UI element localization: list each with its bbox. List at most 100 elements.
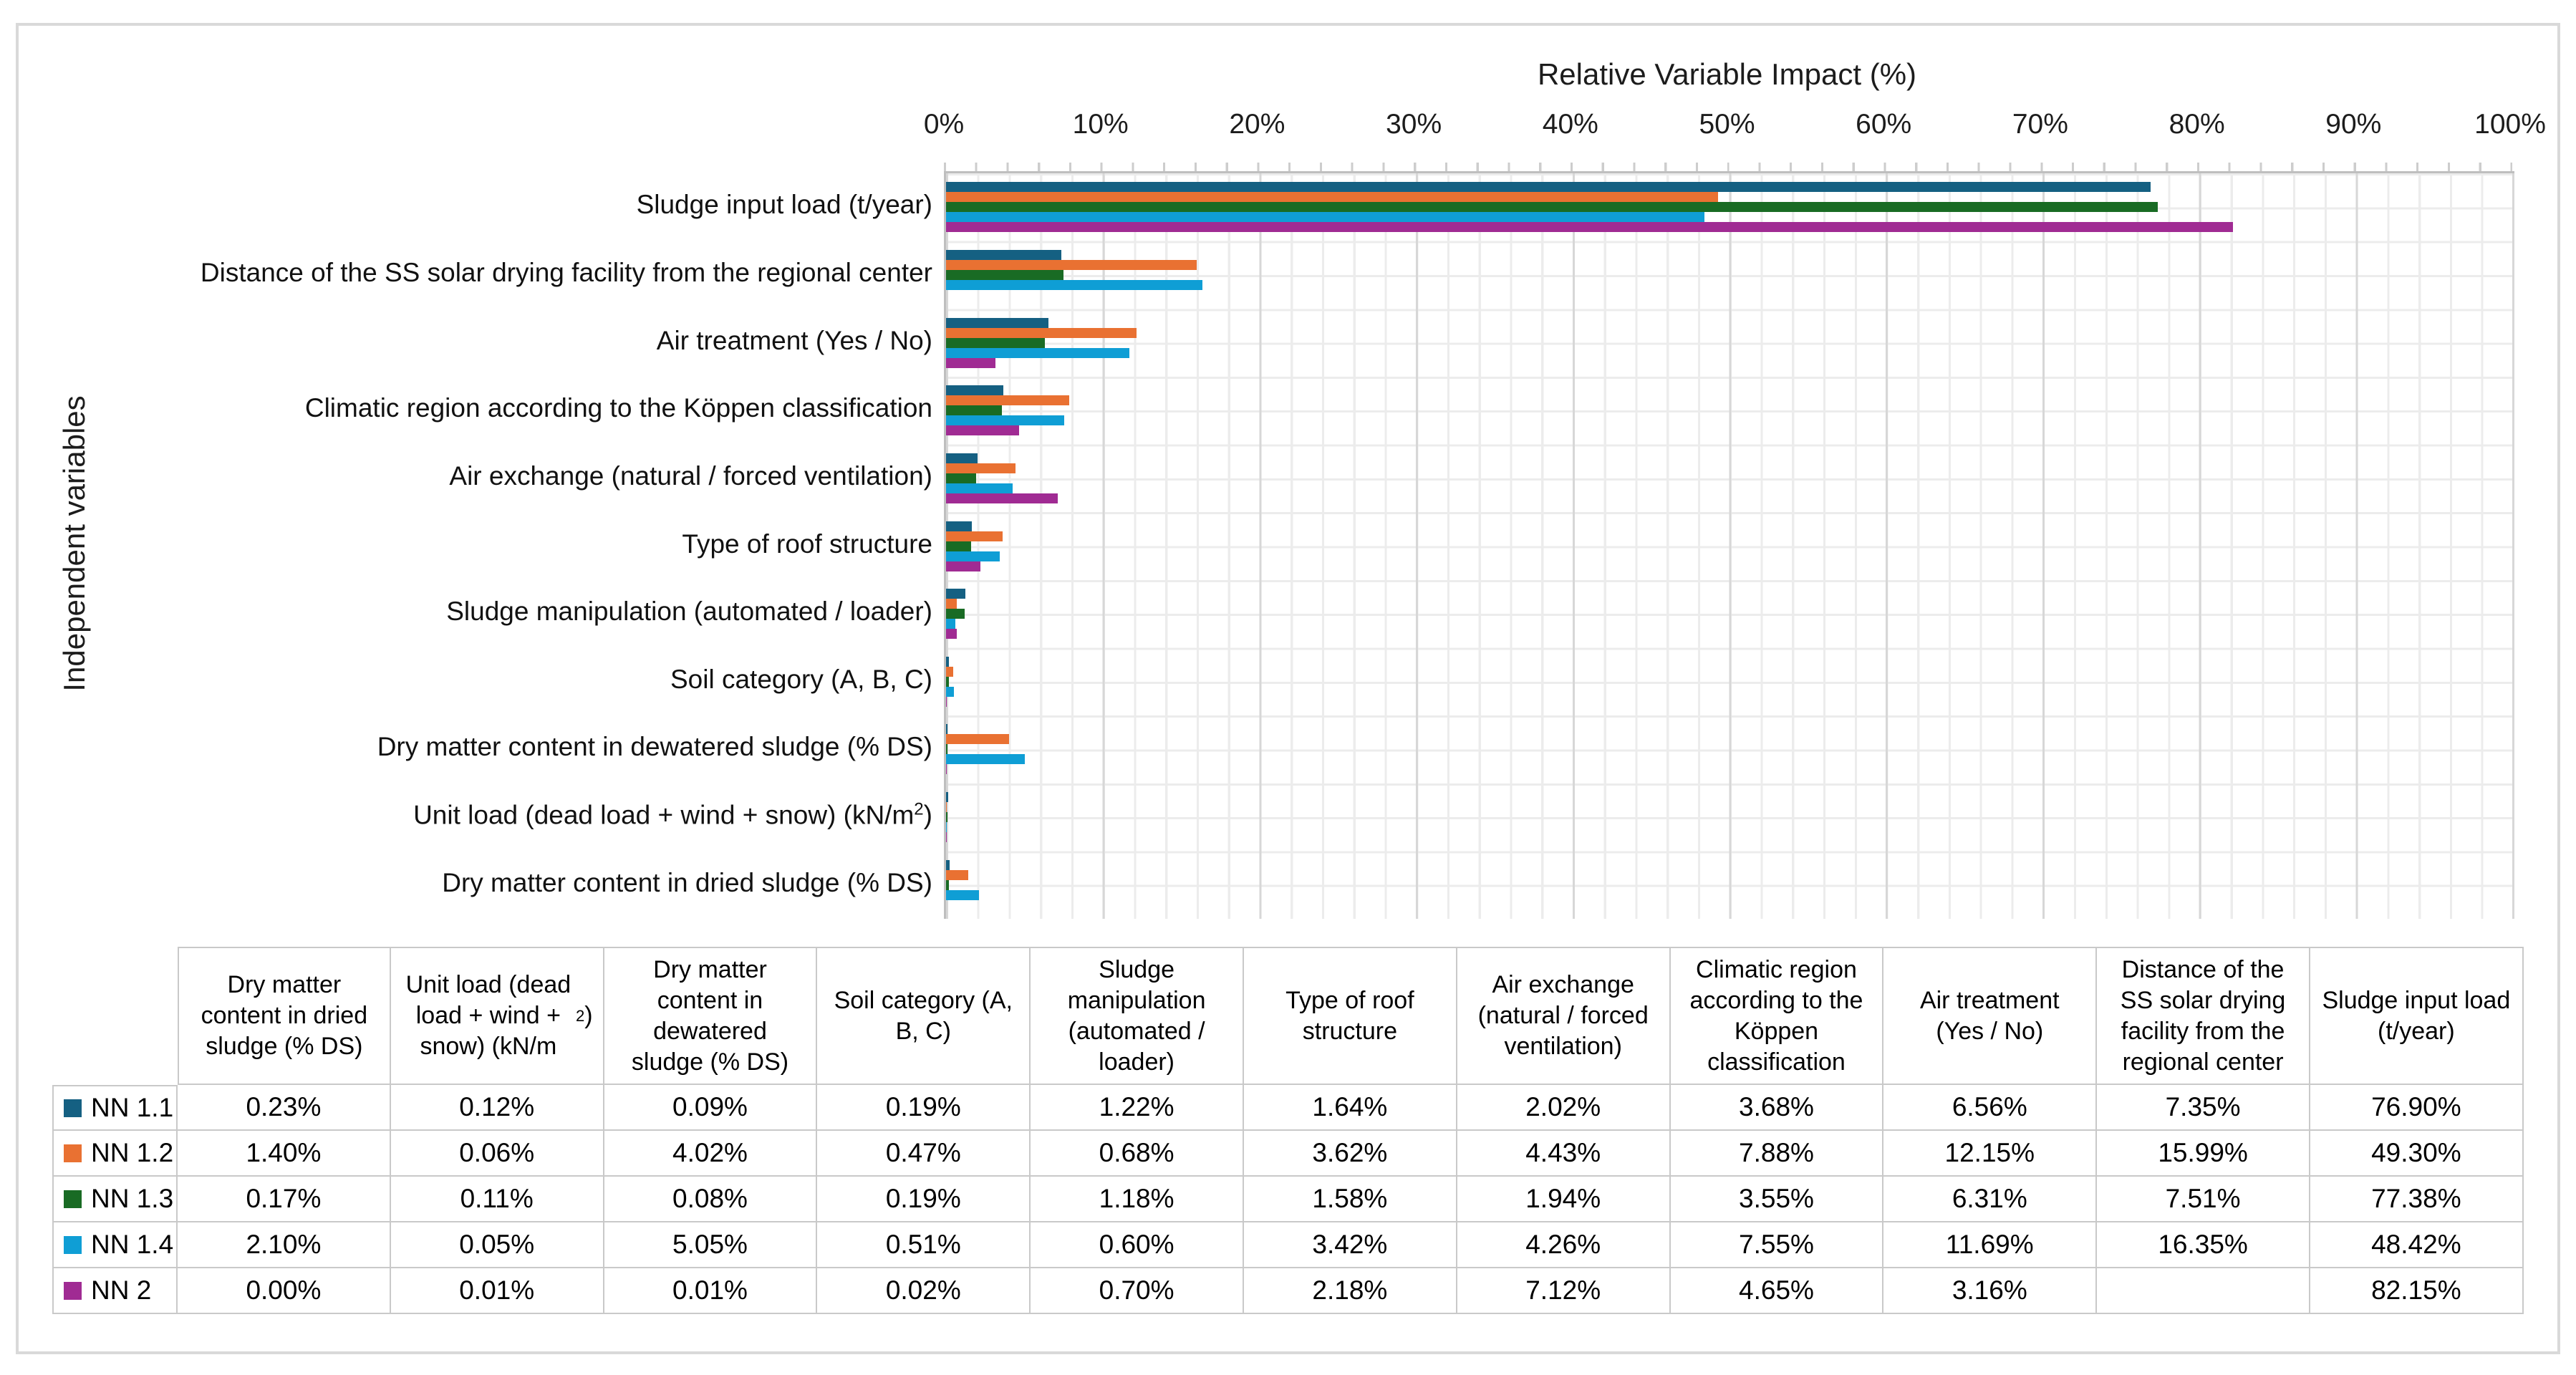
bar-nn-1.1 [946,317,1049,328]
table-header-cell: Sludge input load (t/year) [2310,947,2524,1085]
x-axis-tick-label: 20% [1229,109,1285,140]
value-cell: 7.12% [1457,1268,1671,1314]
table-header-cell: Air treatment (Yes / No) [1883,947,2098,1085]
x-axis-tick-label: 0% [923,109,965,140]
bar-nn-1.3 [946,269,1064,280]
x-axis-tick-label: 10% [1072,109,1129,140]
bar-nn-1.1 [946,453,978,463]
legend-key-cell: NN 2 [52,1268,178,1314]
value-cell: 0.19% [817,1177,1031,1222]
value-cell: 1.58% [1243,1177,1457,1222]
bar-nn-1.3 [946,405,1002,416]
x-axis-tick-label: 80% [2169,109,2225,140]
category-label: Sludge manipulation (automated / loader) [446,597,932,627]
value-cell: 0.12% [390,1085,604,1131]
value-cell: 3.16% [1883,1268,2098,1314]
legend-key-cell: NN 1.3 [52,1177,178,1222]
bar-nn-1.3 [946,473,977,483]
table-header-cell: Climatic region according to the Köppen … [1670,947,1884,1085]
value-cell: 3.55% [1670,1177,1884,1222]
bar-nn-1.4 [946,822,947,833]
value-cell: 3.68% [1670,1085,1884,1131]
value-cell: 0.00% [178,1268,391,1314]
bar-nn-1.4 [946,551,1000,561]
bar-nn-1.2 [946,666,954,677]
bar-nn-1.1 [946,385,1004,396]
value-cell: 3.62% [1243,1131,1457,1177]
bar-nn-2 [946,357,996,368]
plot-area [944,171,2514,919]
value-cell: 0.09% [604,1085,818,1131]
category-label: Unit load (dead load + wind + snow) (kN/… [413,799,932,830]
value-cell: 48.42% [2310,1222,2524,1268]
bar-nn-1.1 [946,724,947,735]
value-cell: 2.18% [1243,1268,1457,1314]
value-cell: 4.65% [1670,1268,1884,1314]
legend-label: NN 2 [91,1275,152,1305]
value-cell: 82.15% [2310,1268,2524,1314]
value-cell: 6.56% [1883,1085,2098,1131]
value-cell: 7.35% [2097,1085,2310,1131]
bar-nn-1.4 [946,279,1202,290]
bar-nn-1.3 [946,541,971,551]
category-label: Climatic region according to the Köppen … [304,393,932,423]
category-label: Distance of the SS solar drying facility… [200,257,932,287]
value-cell: 0.17% [178,1177,391,1222]
bar-nn-1.4 [946,483,1013,493]
bar-nn-2 [946,493,1058,503]
value-cell: 2.10% [178,1222,391,1268]
bar-nn-1.1 [946,182,2151,193]
value-cell: 49.30% [2310,1131,2524,1177]
value-cell: 0.11% [390,1177,604,1222]
bar-nn-1.1 [946,521,972,531]
legend-label: NN 1.2 [91,1138,174,1167]
category-label: Dry matter content in dewatered sludge (… [377,732,932,762]
bar-nn-1.4 [946,889,979,900]
legend-swatch [64,1235,82,1254]
category-label: Type of roof structure [682,529,932,559]
table-header-cell: Soil category (A, B, C) [817,947,1031,1085]
bar-nn-1.2 [946,599,957,609]
value-cell: 0.08% [604,1177,818,1222]
legend-swatch [64,1281,82,1300]
value-cell: 7.88% [1670,1131,1884,1177]
bar-nn-1.3 [946,202,2158,213]
value-cell: 0.60% [1031,1222,1244,1268]
value-cell: 0.02% [817,1268,1031,1314]
category-label: Dry matter content in dried sludge (% DS… [442,867,932,897]
value-cell: 16.35% [2097,1222,2310,1268]
value-cell: 0.01% [390,1268,604,1314]
bar-nn-1.2 [946,463,1016,473]
bar-nn-1.4 [946,212,1704,223]
data-table: Dry matter content in dried sludge (% DS… [52,947,2524,1314]
value-cell: 77.38% [2310,1177,2524,1222]
value-cell: 7.55% [1670,1222,1884,1268]
y-axis-title: Independent variables [57,395,91,692]
bar-nn-1.3 [946,744,947,755]
table-header-cell: Sludge manipulation (automated / loader) [1031,947,1244,1085]
bar-nn-1.3 [946,609,965,619]
value-cell: 0.06% [390,1131,604,1177]
value-cell: 0.68% [1031,1131,1244,1177]
bar-nn-1.2 [946,802,947,813]
legend-key-cell: NN 1.2 [52,1131,178,1177]
value-cell: 0.05% [390,1222,604,1268]
value-cell: 1.18% [1031,1177,1244,1222]
legend-label: NN 1.3 [91,1184,174,1213]
bar-nn-1.2 [946,259,1197,270]
bar-nn-1.3 [946,676,950,687]
value-cell: 1.22% [1031,1085,1244,1131]
bar-nn-1.2 [946,327,1137,338]
x-axis-tick-label: 70% [2012,109,2068,140]
x-axis-tick-label: 30% [1386,109,1442,140]
bar-nn-1.1 [946,249,1061,260]
bar-nn-1.4 [946,754,1026,765]
legend-swatch [64,1099,82,1117]
value-cell: 4.43% [1457,1131,1671,1177]
category-label: Soil category (A, B, C) [670,664,932,694]
figure-frame: Relative Variable Impact (%) Independent… [16,23,2560,1354]
x-axis-tick-label: 40% [1542,109,1598,140]
legend-swatch [64,1144,82,1162]
value-cell: 4.26% [1457,1222,1671,1268]
value-cell [2097,1268,2310,1314]
